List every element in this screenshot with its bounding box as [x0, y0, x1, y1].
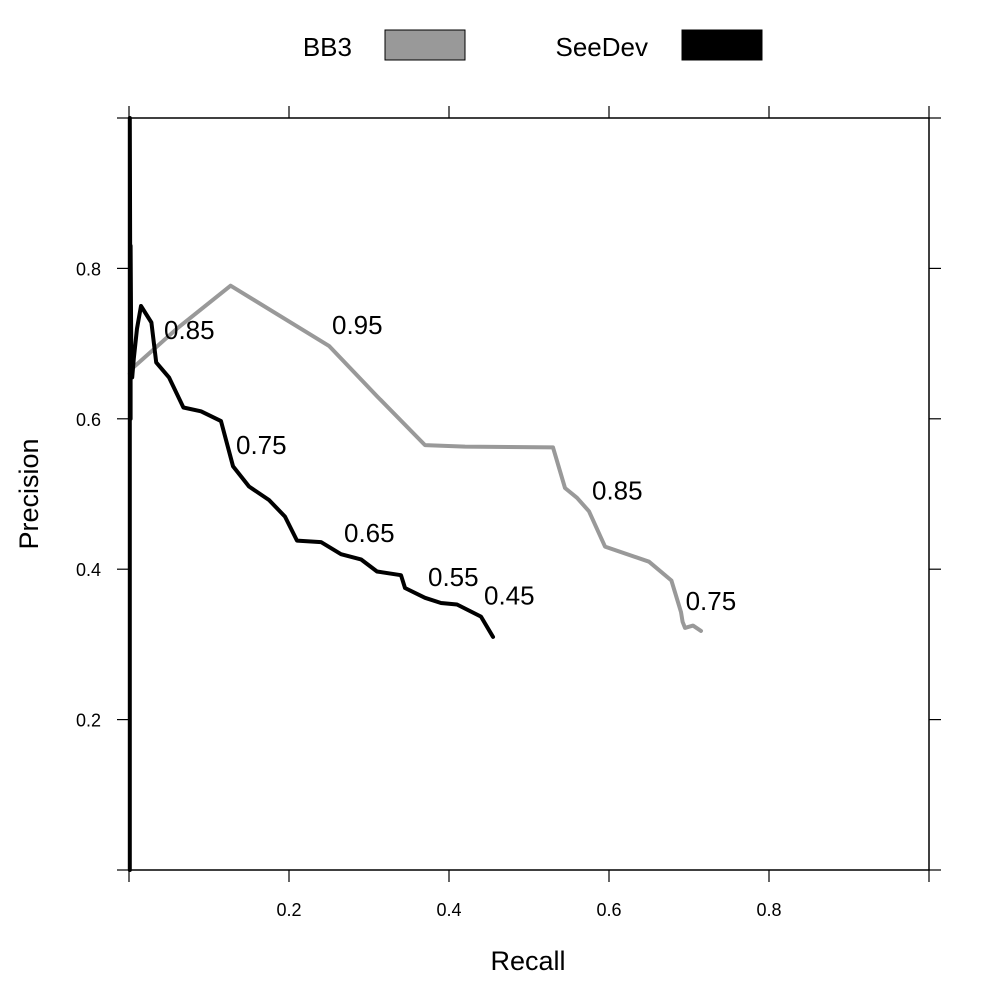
- legend-swatch-bb3: [384, 29, 466, 61]
- y-tick-label: 0.8: [76, 259, 101, 279]
- y-axis-title: Precision: [14, 438, 44, 549]
- x-axis-title: Recall: [490, 946, 565, 976]
- threshold-label: 0.75: [236, 430, 287, 460]
- threshold-label: 0.85: [164, 315, 215, 345]
- y-tick-label: 0.6: [76, 410, 101, 430]
- x-tick-label: 0.6: [596, 900, 621, 920]
- x-tick-label: 0.4: [436, 900, 461, 920]
- threshold-label: 0.45: [484, 581, 535, 611]
- threshold-label: 0.75: [686, 586, 737, 616]
- x-tick-label: 0.2: [276, 900, 301, 920]
- legend: BB3 SeeDev: [303, 29, 763, 62]
- x-tick-label: 0.8: [756, 900, 781, 920]
- threshold-label: 0.95: [332, 310, 383, 340]
- axis-ticks: 0.2 0.4 0.6 0.8 0.2 0.4 0.6 0.8: [76, 106, 941, 920]
- series-line-bb3: [127, 283, 703, 633]
- threshold-label: 0.55: [428, 562, 479, 592]
- y-tick-label: 0.2: [76, 711, 101, 731]
- plot-frame: [128, 117, 930, 871]
- legend-swatch-seedev: [681, 29, 763, 61]
- series-line-seedev: [127, 116, 495, 872]
- legend-label-seedev: SeeDev: [556, 32, 649, 62]
- threshold-label: 0.65: [344, 518, 395, 548]
- threshold-label: 0.85: [592, 475, 643, 505]
- annotations: 0.95 0.85 0.75 0.85 0.75 0.65 0.550.45: [164, 310, 736, 616]
- y-tick-label: 0.4: [76, 560, 101, 580]
- series-lines: [127, 116, 703, 872]
- legend-label-bb3: BB3: [303, 32, 352, 62]
